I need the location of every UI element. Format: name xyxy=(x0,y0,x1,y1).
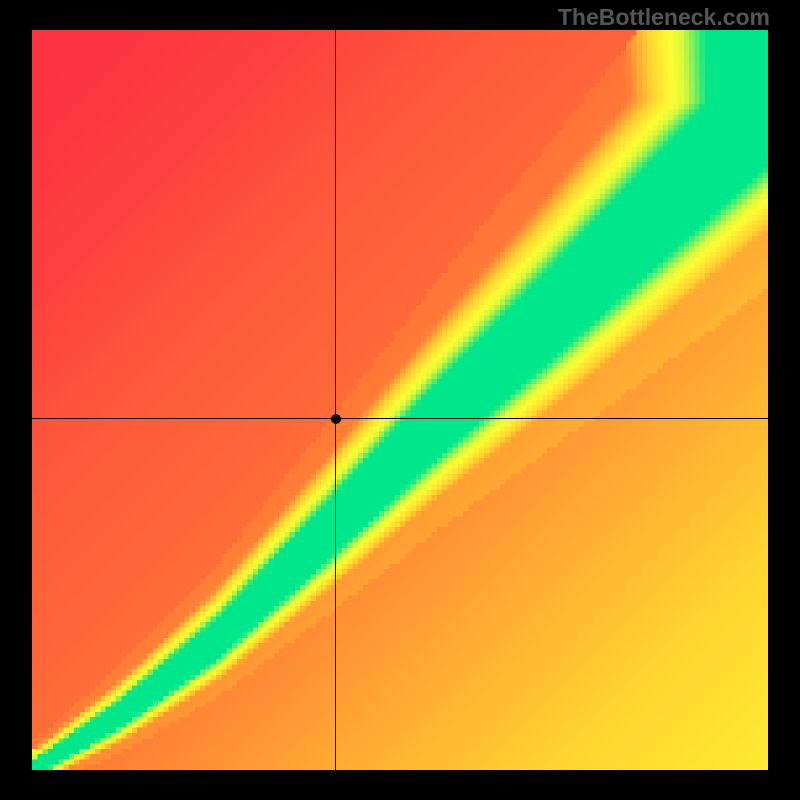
watermark-text: TheBottleneck.com xyxy=(558,4,770,31)
crosshair-horizontal xyxy=(32,418,768,419)
crosshair-marker-dot xyxy=(331,414,341,424)
bottleneck-heatmap xyxy=(32,30,768,770)
crosshair-vertical xyxy=(335,30,336,770)
